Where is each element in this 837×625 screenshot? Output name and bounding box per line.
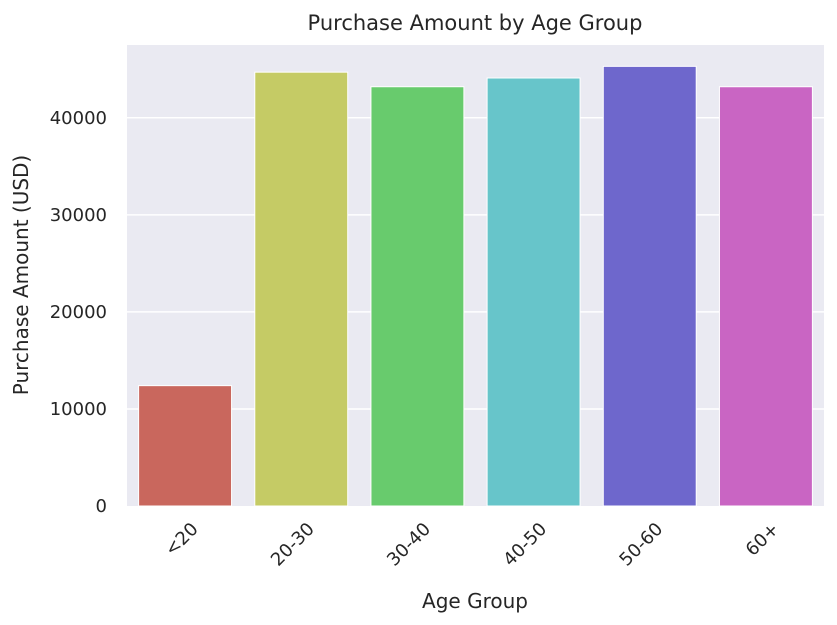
x-tick-label: 60+	[742, 519, 784, 561]
x-tick-labels: <20 20-30 30-40 40-50 50-60 60+	[161, 519, 784, 571]
bars	[138, 65, 813, 507]
y-tick-label: 10000	[50, 399, 107, 420]
bar	[370, 86, 465, 507]
y-tick-label: 20000	[50, 302, 107, 323]
bar	[718, 86, 813, 507]
y-tick-label: 40000	[50, 108, 107, 129]
y-axis-label: Purchase Amount (USD)	[9, 155, 33, 395]
y-tick-labels: 0 10000 20000 30000 40000	[50, 108, 107, 517]
x-tick-label: 20-30	[267, 519, 319, 571]
x-tick-label: 40-50	[499, 519, 551, 571]
x-tick-label: 30-40	[383, 519, 435, 571]
bar	[486, 77, 581, 507]
plot-area	[127, 45, 824, 506]
gridlines	[127, 117, 824, 410]
bar	[138, 385, 233, 507]
y-tick-label: 0	[96, 496, 107, 517]
x-axis-label: Age Group	[422, 589, 528, 613]
chart-title: Purchase Amount by Age Group	[308, 11, 643, 35]
x-tick-label: <20	[161, 519, 203, 561]
bar	[602, 65, 697, 507]
bar	[254, 71, 349, 507]
x-tick-label: 50-60	[615, 519, 667, 571]
y-tick-label: 30000	[50, 205, 107, 226]
